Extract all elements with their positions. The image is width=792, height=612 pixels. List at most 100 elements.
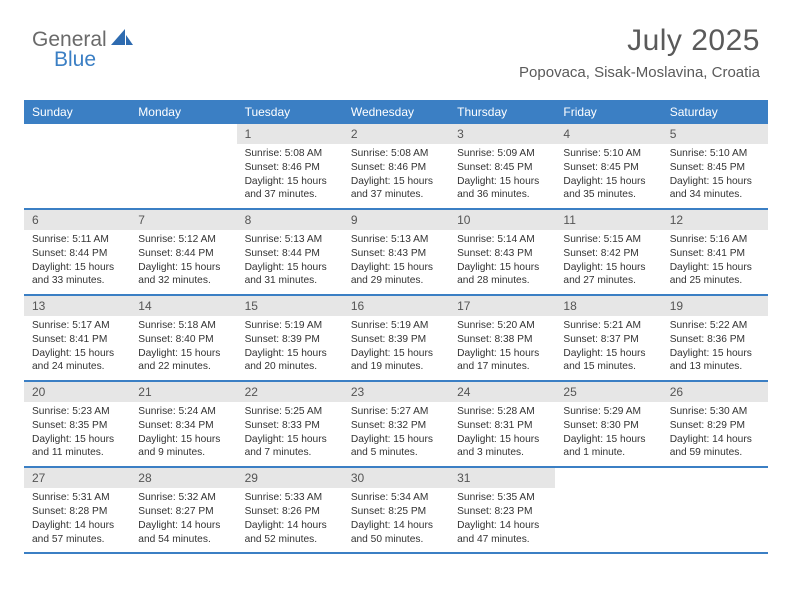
calendar: SundayMondayTuesdayWednesdayThursdayFrid… (24, 100, 768, 554)
weekday-tuesday: Tuesday (237, 100, 343, 124)
sunset-text: Sunset: 8:39 PM (245, 333, 337, 347)
daylight-text: Daylight: 15 hours and 15 minutes. (563, 347, 655, 375)
daylight-text: Daylight: 15 hours and 20 minutes. (245, 347, 337, 375)
sunset-text: Sunset: 8:30 PM (563, 419, 655, 433)
sunset-text: Sunset: 8:36 PM (670, 333, 762, 347)
day-number: 25 (555, 382, 661, 402)
day-details: Sunrise: 5:14 AMSunset: 8:43 PMDaylight:… (449, 230, 555, 294)
day-details: Sunrise: 5:15 AMSunset: 8:42 PMDaylight:… (555, 230, 661, 294)
calendar-cell-day: 4Sunrise: 5:10 AMSunset: 8:45 PMDaylight… (555, 124, 661, 208)
calendar-cell-day: 1Sunrise: 5:08 AMSunset: 8:46 PMDaylight… (237, 124, 343, 208)
sunset-text: Sunset: 8:37 PM (563, 333, 655, 347)
daylight-text: Daylight: 14 hours and 59 minutes. (670, 433, 762, 461)
day-details: Sunrise: 5:31 AMSunset: 8:28 PMDaylight:… (24, 488, 130, 552)
day-number: 30 (343, 468, 449, 488)
sunset-text: Sunset: 8:26 PM (245, 505, 337, 519)
daylight-text: Daylight: 15 hours and 3 minutes. (457, 433, 549, 461)
day-number: 12 (662, 210, 768, 230)
day-number: 20 (24, 382, 130, 402)
day-details: Sunrise: 5:09 AMSunset: 8:45 PMDaylight:… (449, 144, 555, 208)
sunrise-text: Sunrise: 5:27 AM (351, 405, 443, 419)
calendar-cell-day: 12Sunrise: 5:16 AMSunset: 8:41 PMDayligh… (662, 210, 768, 294)
day-details: Sunrise: 5:25 AMSunset: 8:33 PMDaylight:… (237, 402, 343, 466)
calendar-row: 13Sunrise: 5:17 AMSunset: 8:41 PMDayligh… (24, 296, 768, 382)
sunset-text: Sunset: 8:34 PM (138, 419, 230, 433)
sunrise-text: Sunrise: 5:23 AM (32, 405, 124, 419)
sunset-text: Sunset: 8:23 PM (457, 505, 549, 519)
sunrise-text: Sunrise: 5:29 AM (563, 405, 655, 419)
sunrise-text: Sunrise: 5:08 AM (245, 147, 337, 161)
calendar-cell-day: 23Sunrise: 5:27 AMSunset: 8:32 PMDayligh… (343, 382, 449, 466)
day-number: 16 (343, 296, 449, 316)
day-number: 6 (24, 210, 130, 230)
day-details: Sunrise: 5:08 AMSunset: 8:46 PMDaylight:… (343, 144, 449, 208)
sunset-text: Sunset: 8:32 PM (351, 419, 443, 433)
weekday-monday: Monday (130, 100, 236, 124)
calendar-cell-day: 8Sunrise: 5:13 AMSunset: 8:44 PMDaylight… (237, 210, 343, 294)
sunrise-text: Sunrise: 5:28 AM (457, 405, 549, 419)
sunset-text: Sunset: 8:41 PM (670, 247, 762, 261)
day-number: 9 (343, 210, 449, 230)
sunrise-text: Sunrise: 5:21 AM (563, 319, 655, 333)
daylight-text: Daylight: 15 hours and 5 minutes. (351, 433, 443, 461)
daylight-text: Daylight: 15 hours and 31 minutes. (245, 261, 337, 289)
calendar-cell-day: 9Sunrise: 5:13 AMSunset: 8:43 PMDaylight… (343, 210, 449, 294)
sunset-text: Sunset: 8:43 PM (351, 247, 443, 261)
sunset-text: Sunset: 8:44 PM (245, 247, 337, 261)
calendar-cell-day: 21Sunrise: 5:24 AMSunset: 8:34 PMDayligh… (130, 382, 236, 466)
daylight-text: Daylight: 15 hours and 19 minutes. (351, 347, 443, 375)
calendar-cell-day: 2Sunrise: 5:08 AMSunset: 8:46 PMDaylight… (343, 124, 449, 208)
sunset-text: Sunset: 8:44 PM (32, 247, 124, 261)
day-number: 31 (449, 468, 555, 488)
sunset-text: Sunset: 8:44 PM (138, 247, 230, 261)
daylight-text: Daylight: 15 hours and 35 minutes. (563, 175, 655, 203)
day-number: 11 (555, 210, 661, 230)
calendar-cell-day: 6Sunrise: 5:11 AMSunset: 8:44 PMDaylight… (24, 210, 130, 294)
calendar-cell-day: 10Sunrise: 5:14 AMSunset: 8:43 PMDayligh… (449, 210, 555, 294)
day-details: Sunrise: 5:19 AMSunset: 8:39 PMDaylight:… (343, 316, 449, 380)
day-number: 29 (237, 468, 343, 488)
calendar-row: 27Sunrise: 5:31 AMSunset: 8:28 PMDayligh… (24, 468, 768, 554)
sunset-text: Sunset: 8:45 PM (457, 161, 549, 175)
day-number: 13 (24, 296, 130, 316)
weekday-sunday: Sunday (24, 100, 130, 124)
sunrise-text: Sunrise: 5:34 AM (351, 491, 443, 505)
day-number: 10 (449, 210, 555, 230)
day-number: 19 (662, 296, 768, 316)
day-number: 1 (237, 124, 343, 144)
day-details: Sunrise: 5:33 AMSunset: 8:26 PMDaylight:… (237, 488, 343, 552)
day-details: Sunrise: 5:34 AMSunset: 8:25 PMDaylight:… (343, 488, 449, 552)
sunset-text: Sunset: 8:46 PM (351, 161, 443, 175)
weekday-saturday: Saturday (662, 100, 768, 124)
daylight-text: Daylight: 15 hours and 9 minutes. (138, 433, 230, 461)
calendar-cell-day: 19Sunrise: 5:22 AMSunset: 8:36 PMDayligh… (662, 296, 768, 380)
daylight-text: Daylight: 15 hours and 37 minutes. (245, 175, 337, 203)
daylight-text: Daylight: 15 hours and 22 minutes. (138, 347, 230, 375)
calendar-row: 6Sunrise: 5:11 AMSunset: 8:44 PMDaylight… (24, 210, 768, 296)
sunset-text: Sunset: 8:25 PM (351, 505, 443, 519)
weekday-friday: Friday (555, 100, 661, 124)
sunrise-text: Sunrise: 5:30 AM (670, 405, 762, 419)
sunset-text: Sunset: 8:41 PM (32, 333, 124, 347)
brand-sail-icon (111, 29, 133, 52)
calendar-cell-day: 28Sunrise: 5:32 AMSunset: 8:27 PMDayligh… (130, 468, 236, 552)
day-number: 21 (130, 382, 236, 402)
calendar-row: 20Sunrise: 5:23 AMSunset: 8:35 PMDayligh… (24, 382, 768, 468)
day-details: Sunrise: 5:28 AMSunset: 8:31 PMDaylight:… (449, 402, 555, 466)
calendar-cell-day: 17Sunrise: 5:20 AMSunset: 8:38 PMDayligh… (449, 296, 555, 380)
day-number: 27 (24, 468, 130, 488)
daylight-text: Daylight: 15 hours and 1 minute. (563, 433, 655, 461)
sunrise-text: Sunrise: 5:16 AM (670, 233, 762, 247)
calendar-cell-day: 13Sunrise: 5:17 AMSunset: 8:41 PMDayligh… (24, 296, 130, 380)
day-details: Sunrise: 5:10 AMSunset: 8:45 PMDaylight:… (662, 144, 768, 208)
calendar-cell-day: 26Sunrise: 5:30 AMSunset: 8:29 PMDayligh… (662, 382, 768, 466)
daylight-text: Daylight: 15 hours and 37 minutes. (351, 175, 443, 203)
day-details: Sunrise: 5:19 AMSunset: 8:39 PMDaylight:… (237, 316, 343, 380)
calendar-cell-day: 25 Sunrise: 5:29 AMSunset: 8:30 PMDayligh… (555, 382, 661, 466)
sunrise-text: Sunrise: 5:31 AM (32, 491, 124, 505)
day-details: Sunrise: 5:21 AMSunset: 8:37 PMDaylight:… (555, 316, 661, 380)
calendar-cell-day: 24Sunrise: 5:28 AMSunset: 8:31 PMDayligh… (449, 382, 555, 466)
daylight-text: Daylight: 15 hours and 11 minutes. (32, 433, 124, 461)
sunrise-text: Sunrise: 5:35 AM (457, 491, 549, 505)
day-details: Sunrise: 5:08 AMSunset: 8:46 PMDaylight:… (237, 144, 343, 208)
